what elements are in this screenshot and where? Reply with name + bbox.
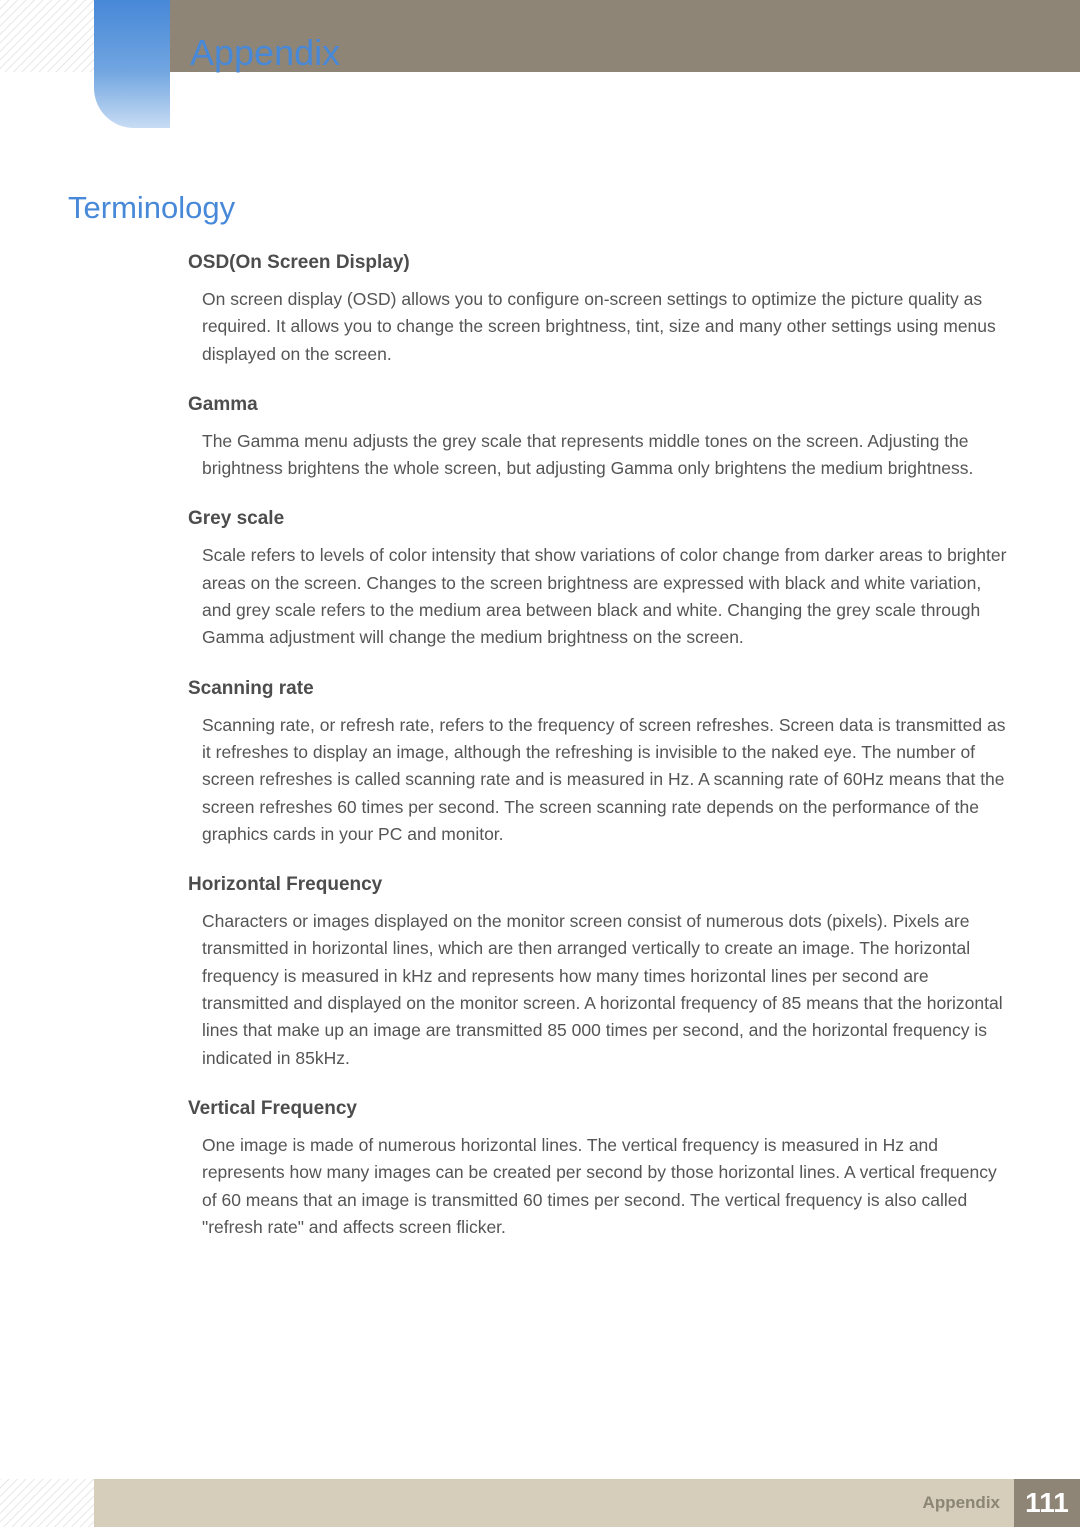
term-block: Vertical Frequency One image is made of … bbox=[188, 1098, 1015, 1241]
term-title: Horizontal Frequency bbox=[188, 874, 1015, 896]
term-title: OSD(On Screen Display) bbox=[188, 252, 1015, 274]
content-area: OSD(On Screen Display) On screen display… bbox=[188, 252, 1015, 1267]
footer-hatched-decoration bbox=[0, 1479, 94, 1527]
term-block: Gamma The Gamma menu adjusts the grey sc… bbox=[188, 394, 1015, 483]
term-title: Gamma bbox=[188, 394, 1015, 416]
term-block: Grey scale Scale refers to levels of col… bbox=[188, 508, 1015, 651]
term-body: Scanning rate, or refresh rate, refers t… bbox=[188, 712, 1015, 848]
term-block: Scanning rate Scanning rate, or refresh … bbox=[188, 678, 1015, 848]
term-block: Horizontal Frequency Characters or image… bbox=[188, 874, 1015, 1072]
term-title: Vertical Frequency bbox=[188, 1098, 1015, 1120]
term-body: One image is made of numerous horizontal… bbox=[188, 1132, 1015, 1241]
page-footer: Appendix 111 bbox=[0, 1479, 1080, 1527]
term-body: Characters or images displayed on the mo… bbox=[188, 908, 1015, 1072]
footer-page-number: 111 bbox=[1014, 1479, 1080, 1527]
section-heading: Terminology bbox=[68, 190, 235, 226]
term-title: Scanning rate bbox=[188, 678, 1015, 700]
term-body: Scale refers to levels of color intensit… bbox=[188, 542, 1015, 651]
footer-chapter-label: Appendix bbox=[94, 1479, 1014, 1527]
term-block: OSD(On Screen Display) On screen display… bbox=[188, 252, 1015, 368]
chapter-tab-icon bbox=[94, 0, 170, 128]
header-hatched-decoration bbox=[0, 0, 94, 72]
term-body: The Gamma menu adjusts the grey scale th… bbox=[188, 428, 1015, 483]
term-title: Grey scale bbox=[188, 508, 1015, 530]
term-body: On screen display (OSD) allows you to co… bbox=[188, 286, 1015, 368]
chapter-title: Appendix bbox=[190, 32, 340, 74]
